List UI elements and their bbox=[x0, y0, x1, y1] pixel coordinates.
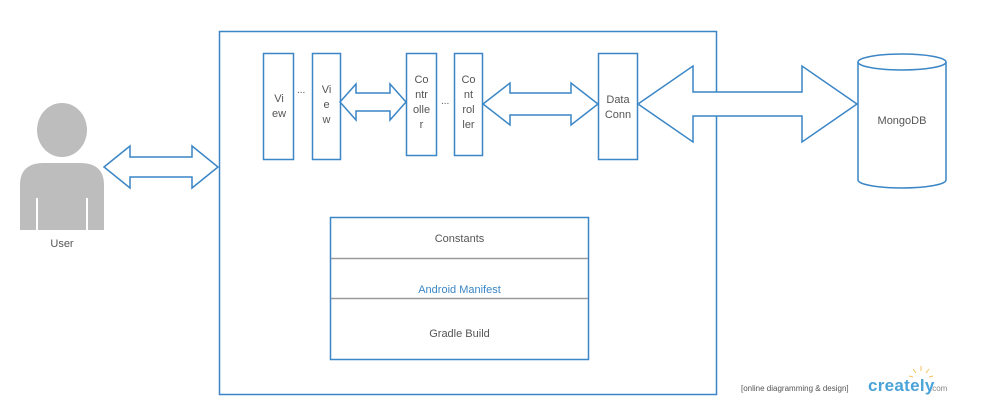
data-conn-box bbox=[597, 52, 639, 161]
constants-label: Constants bbox=[434, 233, 485, 245]
watermark-brand: creately bbox=[868, 376, 935, 395]
resource-box bbox=[329, 216, 590, 361]
arrow-dataconn-mongodb bbox=[636, 64, 859, 144]
view-box-1 bbox=[262, 52, 295, 161]
creately-logo-icon bbox=[908, 366, 934, 378]
controller-1-label: Co ntr olle r bbox=[412, 74, 431, 131]
user-label: User bbox=[50, 238, 74, 250]
controller-ellipsis: ... bbox=[441, 96, 450, 107]
controller-box-1 bbox=[405, 52, 438, 157]
android-manifest-label: Android Manifest bbox=[418, 284, 501, 296]
user-icon bbox=[20, 103, 104, 230]
arrow-controller-dataconn bbox=[481, 81, 600, 127]
controller-2-label: Co nt rol ler bbox=[461, 74, 476, 131]
view-ellipsis: ... bbox=[297, 85, 306, 96]
view-1-label: Vi ew bbox=[271, 93, 287, 120]
arrow-user-app bbox=[102, 144, 220, 190]
watermark-suffix: .com bbox=[930, 384, 948, 393]
app-container bbox=[218, 30, 718, 396]
view-box-2 bbox=[311, 52, 342, 161]
data-conn-label: Data Conn bbox=[604, 94, 632, 121]
mongodb-cylinder bbox=[857, 53, 947, 189]
gradle-build-label: Gradle Build bbox=[429, 328, 490, 340]
arrow-view-controller bbox=[338, 82, 408, 122]
view-2-label: Vi e w bbox=[321, 84, 332, 126]
watermark-tagline: [online diagramming & design] bbox=[741, 384, 849, 393]
mongodb-label: MongoDB bbox=[877, 115, 927, 127]
creately-watermark: [online diagramming & design] creately .… bbox=[741, 376, 956, 398]
